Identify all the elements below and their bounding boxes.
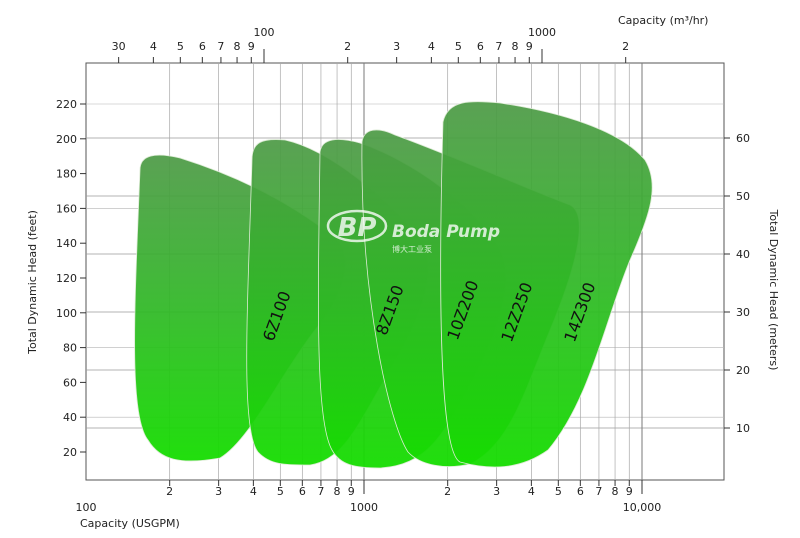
curve-14z300 [440, 101, 653, 468]
y-tick-label-right: 10 [736, 422, 750, 435]
x-tick-label-top: 100 [254, 26, 275, 39]
y-tick-label-left: 160 [56, 202, 77, 215]
y-tick-label-left: 140 [56, 237, 77, 250]
x-tick-label-top: 30 [112, 40, 126, 53]
y-tick-label-right: 50 [736, 190, 750, 203]
logo-subtitle: 博大工业泵 [392, 244, 432, 254]
y-tick-label-left: 100 [56, 307, 77, 320]
x-tick-label-bottom: 1000 [350, 501, 378, 514]
y-tick-label-left: 120 [56, 272, 77, 285]
y-tick-label-left: 20 [63, 446, 77, 459]
y-tick-label-right: 40 [736, 248, 750, 261]
x-tick-label-top: 5 [177, 40, 184, 53]
x-tick-label-top: 3 [393, 40, 400, 53]
x-tick-label-top: 9 [526, 40, 533, 53]
x-axis-title-bottom: Capacity (USGPM) [80, 517, 180, 530]
x-tick-label-bottom: 3 [493, 485, 500, 498]
x-tick-label-top: 2 [622, 40, 629, 53]
x-tick-label-top: 6 [477, 40, 484, 53]
x-tick-label-top: 8 [234, 40, 241, 53]
x-tick-label-top: 9 [248, 40, 255, 53]
logo-mark: BP [338, 213, 377, 243]
x-tick-label-bottom: 4 [528, 485, 535, 498]
x-tick-label-top: 5 [455, 40, 462, 53]
y-tick-label-left: 80 [63, 342, 77, 355]
x-tick-label-bottom: 6 [299, 485, 306, 498]
x-tick-label-top: 4 [428, 40, 435, 53]
x-tick-label-bottom: 5 [277, 485, 284, 498]
pump-curves [134, 101, 653, 469]
y-tick-label-left: 220 [56, 98, 77, 111]
logo-ring [326, 209, 388, 243]
x-tick-label-bottom: 7 [595, 485, 602, 498]
x-tick-label-bottom: 4 [250, 485, 257, 498]
x-tick-label-bottom: 2 [444, 485, 451, 498]
x-tick-label-bottom: 6 [577, 485, 584, 498]
y-axis-title-right: Total Dynamic Head (meters) [767, 209, 780, 371]
boda-pump-logo: BP Boda Pump 博大工业泵 [326, 209, 500, 254]
y-tick-label-left: 180 [56, 168, 77, 181]
x-tick-label-top: 4 [150, 40, 157, 53]
x-tick-label-top: 2 [344, 40, 351, 53]
x-tick-label-bottom: 7 [317, 485, 324, 498]
y-tick-label-left: 40 [63, 411, 77, 424]
x-tick-label-top: 7 [217, 40, 224, 53]
x-tick-label-bottom: 100 [76, 501, 97, 514]
x-tick-label-top: 6 [199, 40, 206, 53]
x-tick-label-bottom: 8 [334, 485, 341, 498]
x-tick-label-top: 1000 [528, 26, 556, 39]
x-tick-label-bottom: 9 [348, 485, 355, 498]
y-axis-title-left: Total Dynamic Head (feet) [26, 210, 39, 355]
x-axis-title-top: Capacity (m³/hr) [618, 14, 708, 27]
y-tick-label-right: 60 [736, 132, 750, 145]
x-tick-label-bottom: 5 [555, 485, 562, 498]
y-tick-label-left: 200 [56, 133, 77, 146]
x-tick-label-bottom: 9 [626, 485, 633, 498]
y-tick-label-right: 30 [736, 306, 750, 319]
x-tick-label-top: 8 [512, 40, 519, 53]
x-tick-label-top: 7 [495, 40, 502, 53]
x-tick-label-bottom: 3 [215, 485, 222, 498]
logo-text: Boda Pump [392, 222, 500, 242]
x-tick-label-bottom: 8 [612, 485, 619, 498]
x-tick-label-bottom: 10,000 [623, 501, 662, 514]
y-tick-label-left: 60 [63, 376, 77, 389]
y-tick-label-right: 20 [736, 364, 750, 377]
x-tick-label-bottom: 2 [166, 485, 173, 498]
